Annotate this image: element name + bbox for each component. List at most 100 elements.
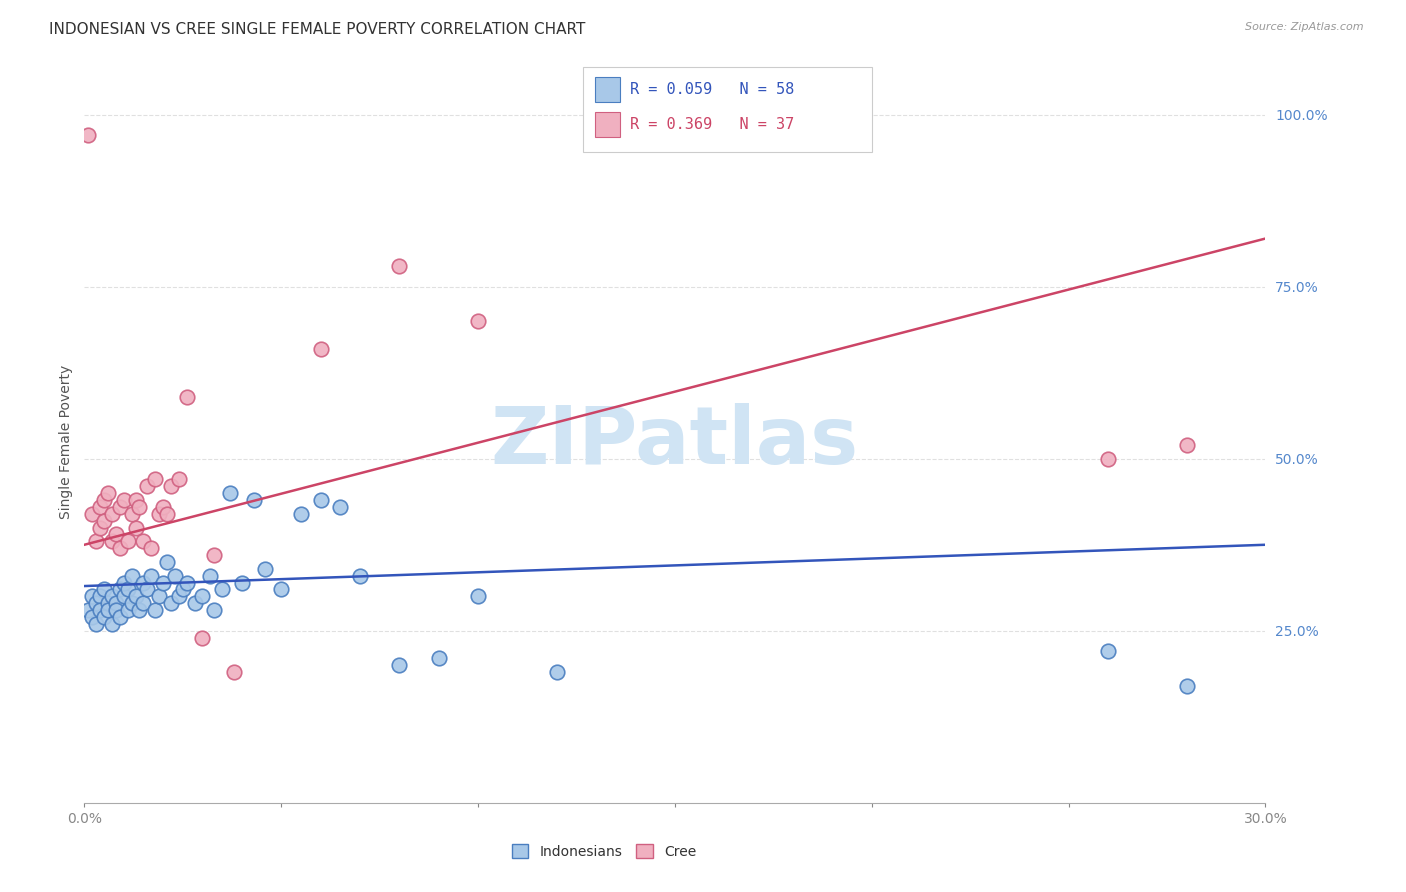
Point: [89, 603, 111, 617]
Point: [117, 603, 139, 617]
Point: [467, 314, 489, 328]
Point: [1175, 438, 1198, 452]
Point: [309, 342, 332, 356]
Point: [93, 610, 115, 624]
Point: [467, 590, 489, 604]
Point: [152, 575, 174, 590]
Point: [141, 541, 163, 556]
Point: [546, 665, 568, 679]
Point: [167, 590, 190, 604]
Point: [124, 520, 146, 534]
Point: [309, 493, 332, 508]
Point: [112, 493, 135, 508]
Point: [163, 568, 186, 582]
Point: [167, 472, 190, 486]
Point: [121, 568, 143, 582]
Point: [141, 568, 163, 582]
Point: [121, 507, 143, 521]
Point: [117, 582, 139, 597]
Point: [108, 582, 131, 597]
Point: [156, 555, 179, 569]
Point: [176, 390, 198, 404]
Point: [152, 500, 174, 514]
Text: INDONESIAN VS CREE SINGLE FEMALE POVERTY CORRELATION CHART: INDONESIAN VS CREE SINGLE FEMALE POVERTY…: [49, 22, 585, 37]
Point: [388, 259, 411, 273]
Point: [93, 493, 115, 508]
Point: [84, 534, 107, 549]
Point: [427, 651, 450, 665]
Point: [84, 596, 107, 610]
Text: ZIPatlas: ZIPatlas: [491, 402, 859, 481]
Point: [112, 575, 135, 590]
Point: [254, 562, 277, 576]
Point: [136, 582, 159, 597]
Point: [108, 610, 131, 624]
Point: [124, 590, 146, 604]
Point: [89, 500, 111, 514]
Point: [77, 603, 100, 617]
Point: [82, 507, 104, 521]
Point: [108, 500, 131, 514]
Point: [349, 568, 371, 582]
Point: [388, 658, 411, 673]
Point: [160, 479, 183, 493]
Point: [219, 486, 242, 500]
Legend: Indonesians, Cree: Indonesians, Cree: [506, 838, 702, 864]
Point: [143, 472, 166, 486]
Point: [1097, 644, 1119, 658]
Point: [82, 590, 104, 604]
Point: [101, 590, 124, 604]
Point: [117, 534, 139, 549]
Point: [191, 631, 214, 645]
Point: [156, 507, 179, 521]
Point: [148, 507, 170, 521]
Point: [202, 548, 225, 562]
Point: [290, 507, 312, 521]
Point: [222, 665, 245, 679]
Point: [132, 534, 155, 549]
Point: [128, 603, 150, 617]
Point: [101, 616, 124, 631]
Y-axis label: Single Female Poverty: Single Female Poverty: [59, 365, 73, 518]
Point: [104, 603, 127, 617]
Point: [191, 590, 214, 604]
Point: [200, 568, 222, 582]
Point: [97, 486, 120, 500]
Point: [128, 500, 150, 514]
Point: [97, 603, 120, 617]
Point: [93, 514, 115, 528]
Point: [160, 596, 183, 610]
Point: [124, 493, 146, 508]
Point: [82, 610, 104, 624]
Point: [89, 590, 111, 604]
Point: [108, 541, 131, 556]
Point: [143, 603, 166, 617]
Point: [136, 479, 159, 493]
Point: [84, 616, 107, 631]
Point: [211, 582, 233, 597]
Point: [148, 590, 170, 604]
Point: [270, 582, 292, 597]
Point: [132, 575, 155, 590]
Point: [242, 493, 264, 508]
Point: [202, 603, 225, 617]
Text: Source: ZipAtlas.com: Source: ZipAtlas.com: [1246, 22, 1364, 32]
Point: [101, 534, 124, 549]
Point: [93, 582, 115, 597]
Point: [104, 527, 127, 541]
Point: [172, 582, 194, 597]
Point: [97, 596, 120, 610]
Point: [329, 500, 352, 514]
Point: [104, 596, 127, 610]
Point: [112, 590, 135, 604]
Point: [101, 507, 124, 521]
Point: [183, 596, 205, 610]
Point: [121, 596, 143, 610]
Text: R = 0.059   N = 58: R = 0.059 N = 58: [630, 82, 794, 96]
Point: [132, 596, 155, 610]
Point: [1097, 451, 1119, 466]
Point: [89, 520, 111, 534]
Text: R = 0.369   N = 37: R = 0.369 N = 37: [630, 118, 794, 132]
Point: [176, 575, 198, 590]
Point: [231, 575, 253, 590]
